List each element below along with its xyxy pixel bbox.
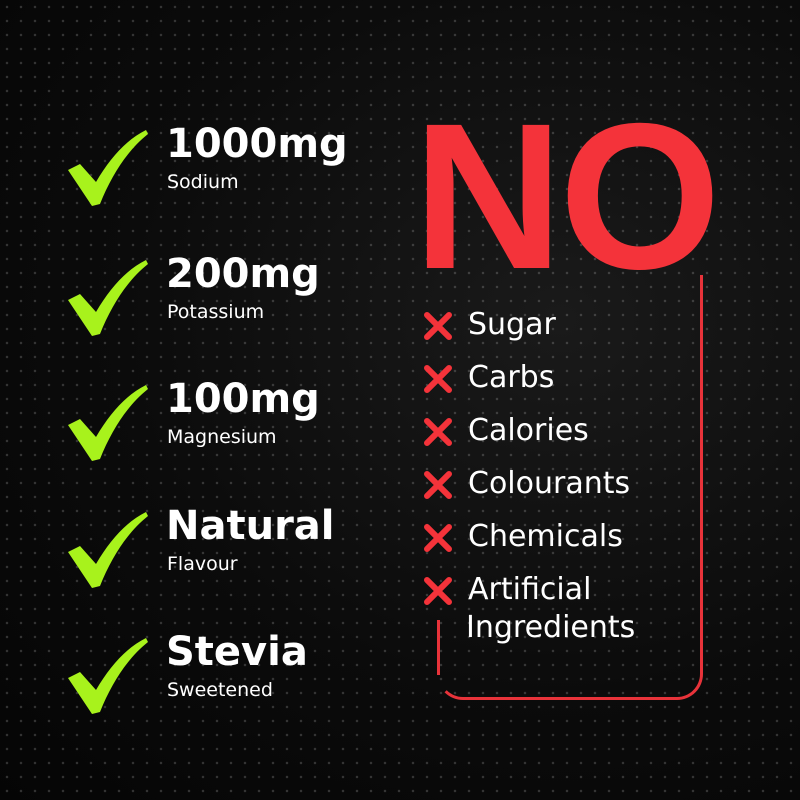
- feature-subtitle: Flavour: [167, 553, 238, 575]
- feature-item: 1000mg Sodium: [66, 120, 396, 210]
- feature-item: 200mg Potassium: [66, 250, 396, 340]
- no-item-label: Artificial: [468, 572, 592, 607]
- red-frame: [437, 275, 703, 700]
- no-item-label: Calories: [468, 413, 589, 448]
- feature-title: 100mg: [166, 376, 320, 422]
- no-item-label-line2: Ingredients: [466, 610, 636, 645]
- no-heading: NO: [413, 81, 721, 313]
- check-icon: [66, 128, 148, 208]
- feature-subtitle: Magnesium: [167, 426, 277, 448]
- cross-icon: [422, 575, 454, 607]
- frame-left-segment: [437, 620, 440, 675]
- no-item-label: Carbs: [468, 360, 555, 395]
- check-icon: [66, 510, 148, 590]
- no-item-label: Sugar: [468, 307, 556, 342]
- check-icon: [66, 258, 148, 338]
- check-icon: [66, 383, 148, 463]
- cross-icon: [422, 416, 454, 448]
- feature-subtitle: Sodium: [167, 171, 239, 193]
- no-item-label: Chemicals: [468, 519, 623, 554]
- feature-subtitle: Sweetened: [167, 679, 273, 701]
- feature-item: Natural Flavour: [66, 502, 396, 592]
- no-item-label: Colourants: [468, 466, 631, 501]
- feature-title: Natural: [166, 503, 335, 549]
- cross-icon: [422, 469, 454, 501]
- feature-item: Stevia Sweetened: [66, 628, 396, 718]
- feature-item: 100mg Magnesium: [66, 375, 396, 465]
- feature-title: Stevia: [166, 629, 308, 675]
- cross-icon: [422, 522, 454, 554]
- cross-icon: [422, 310, 454, 342]
- feature-title: 200mg: [166, 251, 320, 297]
- feature-subtitle: Potassium: [167, 301, 265, 323]
- feature-title: 1000mg: [166, 121, 348, 167]
- check-icon: [66, 636, 148, 716]
- cross-icon: [422, 363, 454, 395]
